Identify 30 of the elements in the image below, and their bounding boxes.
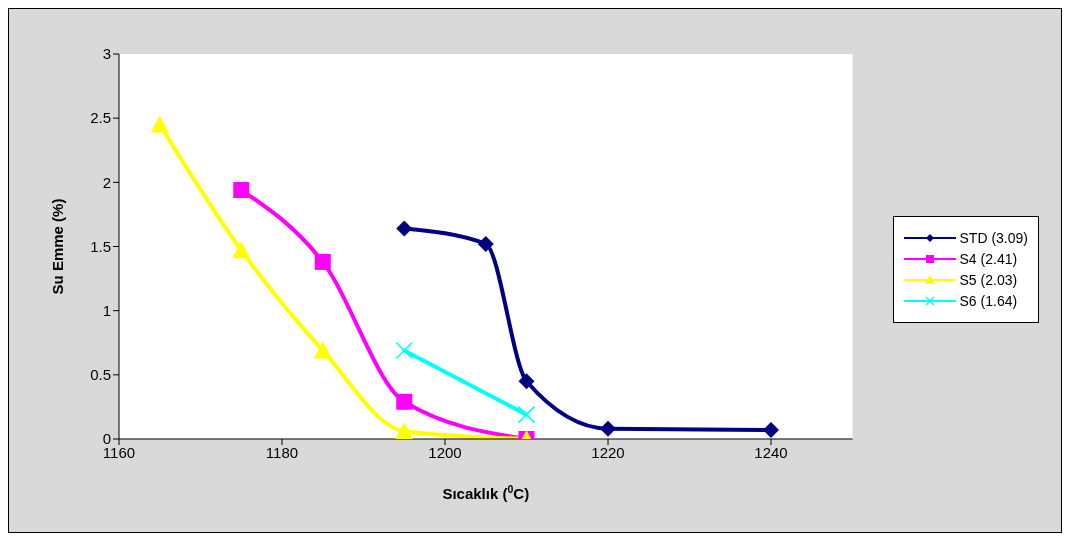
x-axis-title: Sıcaklık ($^{0}$C) <box>442 483 530 502</box>
y-axis-title: Su Emme (%) <box>49 198 66 295</box>
point <box>517 405 536 424</box>
legend-label: S6 (1.64) <box>959 292 1018 309</box>
point <box>150 115 169 133</box>
legend-label: S5 (2.03) <box>959 271 1018 288</box>
x-tick-label: 1220 <box>591 443 625 461</box>
point <box>396 393 413 410</box>
point <box>763 422 780 439</box>
legend-label: S4 (2.41) <box>959 250 1018 267</box>
x-tick-label: 1240 <box>754 443 788 461</box>
point <box>477 235 494 252</box>
point <box>313 341 332 359</box>
y-tick-label: 2 <box>102 173 111 191</box>
point <box>518 373 535 390</box>
y-tick-label: 1.5 <box>90 237 111 255</box>
legend-label: STD (3.09) <box>959 229 1028 246</box>
point <box>233 182 250 199</box>
y-tick-label: 3 <box>102 45 111 63</box>
y-tick-label: 0.5 <box>90 366 111 384</box>
point <box>600 420 617 437</box>
y-tick-label: 2.5 <box>90 109 111 127</box>
x-tick-label: 1200 <box>428 443 462 461</box>
point <box>396 220 413 237</box>
point <box>232 241 251 259</box>
x-tick-label: 1180 <box>265 443 299 461</box>
point <box>395 341 414 360</box>
point <box>395 422 414 439</box>
point <box>314 253 331 270</box>
y-tick-label: 1 <box>102 301 111 319</box>
